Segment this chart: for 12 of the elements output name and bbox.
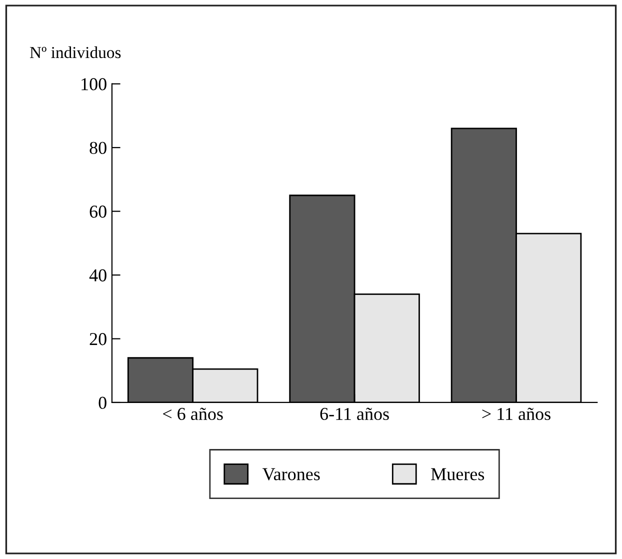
y-tick-label: 20 xyxy=(90,333,106,346)
y-tick-label: 80 xyxy=(90,142,106,154)
x-tick-label: > 11 años xyxy=(482,408,550,420)
y-tick-label: 40 xyxy=(89,269,106,282)
y-tick-label: 100 xyxy=(82,78,106,90)
x-tick-label: 6-11 años xyxy=(320,408,389,420)
y-tick-label: 60 xyxy=(90,206,106,218)
x-tick-label: < 6 años xyxy=(163,408,223,420)
y-axis-title: Nº individuos xyxy=(30,46,121,58)
y-tick-label: 0 xyxy=(98,396,106,409)
legend-label: Mueres xyxy=(431,468,484,480)
legend-label: Varones xyxy=(262,468,320,480)
